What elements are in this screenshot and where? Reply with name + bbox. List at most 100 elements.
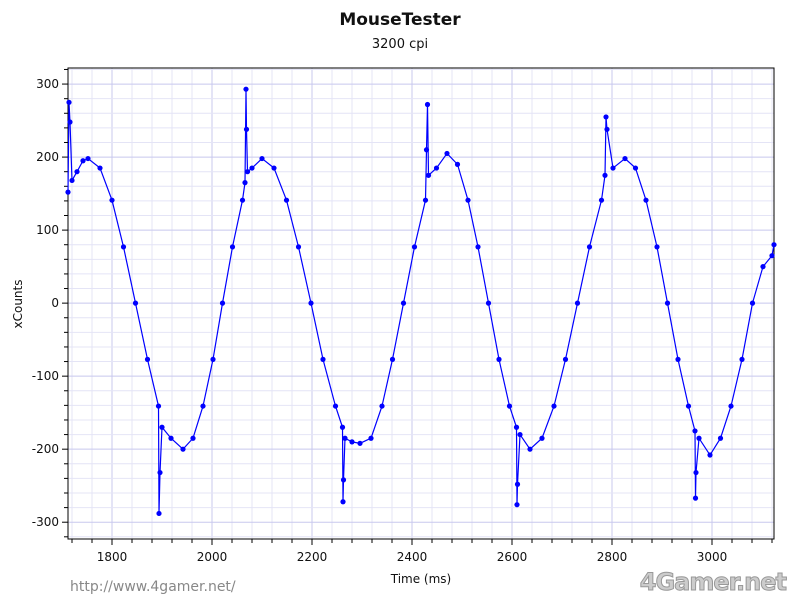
- data-point: [739, 356, 745, 362]
- data-point: [80, 158, 86, 164]
- data-point: [168, 435, 174, 441]
- x-tick-label: 2200: [297, 550, 328, 564]
- data-point: [465, 197, 471, 203]
- data-point: [379, 403, 385, 409]
- data-point: [271, 165, 277, 171]
- data-point: [180, 446, 186, 452]
- data-point: [389, 356, 396, 362]
- data-point: [514, 481, 521, 487]
- data-point: [654, 244, 660, 250]
- data-point: [400, 300, 407, 306]
- chart-title: MouseTester: [339, 10, 461, 30]
- data-point: [603, 114, 609, 120]
- data-point: [155, 403, 162, 409]
- data-point: [586, 244, 593, 250]
- data-point: [444, 150, 450, 157]
- data-point: [283, 197, 290, 203]
- x-tick-label: 1800: [97, 550, 128, 564]
- axes: 1800 2000 2200 2400 2600 2800 3000-300-200-100…: [32, 68, 773, 564]
- data-point: [598, 197, 605, 203]
- data-point: [574, 300, 581, 306]
- data-point: [249, 165, 255, 171]
- data-point: [717, 435, 724, 441]
- data-point: [157, 469, 163, 476]
- x-tick-label: 2400: [397, 550, 428, 564]
- data-point: [517, 431, 523, 438]
- data-point: [368, 435, 374, 441]
- data-point: [67, 119, 73, 125]
- data-point: [342, 435, 348, 441]
- data-point: [632, 165, 639, 171]
- data-point: [454, 161, 461, 167]
- data-point: [771, 242, 777, 248]
- data-point: [200, 403, 206, 409]
- data-point: [514, 502, 520, 508]
- data-point: [602, 172, 608, 178]
- data-point: [423, 147, 430, 153]
- data-point: [132, 300, 139, 306]
- data-point: [527, 446, 533, 452]
- data-point: [610, 165, 616, 171]
- data-point: [475, 244, 481, 250]
- data-point: [339, 424, 346, 430]
- data-point: [622, 155, 628, 162]
- data-point: [156, 510, 162, 517]
- y-tick-label: 0: [51, 296, 59, 310]
- data-point: [692, 495, 699, 501]
- data-point: [295, 244, 302, 250]
- data-point: [422, 197, 429, 203]
- y-tick-label: 300: [36, 77, 59, 91]
- data-point: [69, 177, 75, 184]
- y-tick-label: -100: [32, 369, 59, 383]
- data-point: [243, 126, 250, 132]
- series-markers: [65, 86, 777, 517]
- data-point: [340, 499, 346, 505]
- data-point: [97, 165, 103, 171]
- data-point: [244, 169, 251, 175]
- y-tick-label: 100: [36, 223, 59, 237]
- data-point: [308, 300, 314, 306]
- data-point: [539, 435, 545, 441]
- data-point: [696, 435, 702, 441]
- data-point: [433, 165, 440, 171]
- data-point: [239, 197, 246, 203]
- data-point: [506, 403, 513, 409]
- data-point: [74, 169, 80, 175]
- data-point: [65, 189, 71, 195]
- data-point: [243, 86, 249, 92]
- data-point: [693, 469, 699, 476]
- data-point: [332, 403, 339, 409]
- x-tick-label: 2600: [497, 550, 528, 564]
- data-point: [144, 356, 151, 362]
- watermark-url: http://www.4gamer.net/: [70, 579, 236, 595]
- y-axis-label: xCounts: [11, 280, 25, 329]
- data-point: [357, 440, 363, 446]
- y-tick-label: -200: [32, 442, 59, 456]
- data-point: [425, 172, 432, 178]
- data-point: [675, 356, 681, 362]
- chart-subtitle: 3200 cpi: [371, 37, 429, 52]
- data-point: [692, 428, 698, 434]
- data-point: [210, 356, 216, 362]
- data-point: [190, 435, 196, 441]
- data-point: [513, 424, 520, 430]
- data-point: [349, 439, 355, 445]
- x-tick-label: 3000: [697, 550, 728, 564]
- watermark-logo: 4Gamer.net: [639, 568, 787, 597]
- data-point: [485, 300, 492, 306]
- data-point: [769, 253, 775, 259]
- data-point: [562, 356, 569, 362]
- data-point: [685, 403, 692, 409]
- data-point: [728, 403, 734, 409]
- y-tick-label: -300: [32, 515, 59, 529]
- data-point: [749, 300, 756, 306]
- data-point: [340, 477, 347, 483]
- data-point: [664, 300, 671, 306]
- data-point: [229, 244, 236, 250]
- data-point: [219, 300, 226, 306]
- data-point: [643, 197, 649, 203]
- data-point: [242, 180, 248, 186]
- x-tick-label: 2000: [197, 550, 228, 564]
- data-point: [109, 197, 115, 203]
- data-point: [85, 155, 91, 162]
